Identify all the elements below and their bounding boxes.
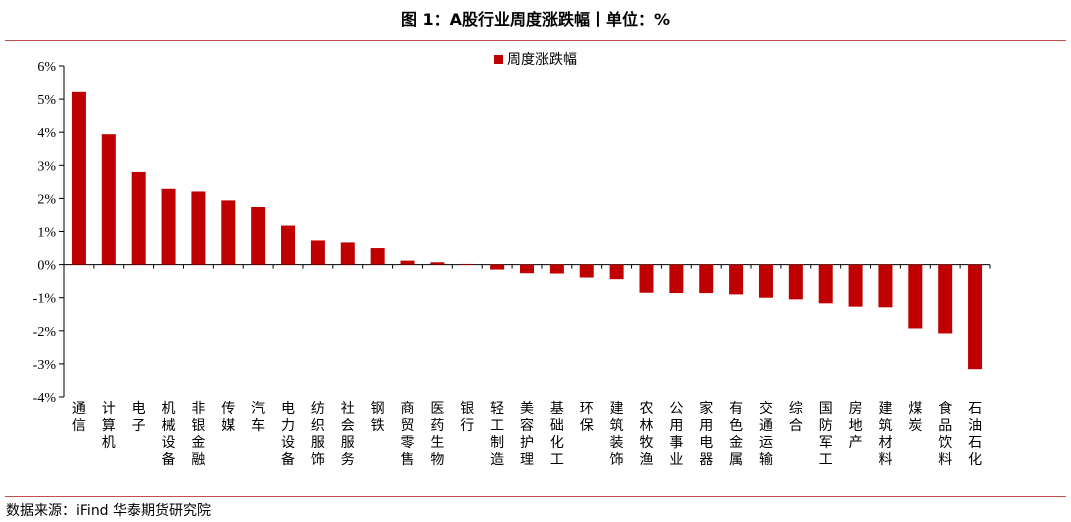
category-label: 建筑装饰: [610, 401, 624, 468]
source-note: 数据来源：iFind 华泰期货研究院: [6, 503, 212, 519]
bar: [520, 264, 534, 274]
y-tick-label: -3%: [33, 358, 57, 373]
category-label: 建筑材料: [878, 401, 892, 468]
bar: [251, 207, 266, 265]
y-tick-label: -2%: [33, 325, 57, 340]
y-tick-label: 2%: [37, 192, 56, 207]
category-label: 家用电器: [699, 400, 713, 468]
category-label: 汽车: [251, 401, 265, 434]
bar-chart: 6% 5% 4% 3% 2% 1% 0% -1% -2% -3% -4% 通信 计算机 电子 机械设备 非银金…: [33, 52, 991, 468]
category-label: 美容护理: [520, 401, 534, 468]
legend-label: 周度涨跌幅: [507, 52, 577, 68]
y-tick-label: 5%: [37, 93, 56, 108]
bar: [938, 264, 953, 334]
bar: [340, 242, 355, 265]
category-label: 电力设备: [281, 401, 295, 468]
category-label: 计算机: [102, 401, 116, 451]
bar: [788, 264, 803, 300]
category-label: 传媒: [221, 401, 235, 434]
legend-swatch: [494, 55, 503, 64]
category-label: 社会服务: [341, 401, 355, 468]
bar: [370, 248, 385, 265]
category-label: 食品饮料: [938, 400, 952, 468]
category-label: 银行: [460, 401, 474, 434]
category-label: 交通运输: [759, 400, 773, 468]
bar: [669, 264, 684, 294]
figure-title: 图 1：A股行业周度涨跌幅丨单位：%: [400, 10, 671, 29]
bar: [400, 260, 415, 265]
bar: [609, 264, 624, 280]
y-tick-label: 3%: [37, 159, 56, 174]
category-label: 国防军工: [819, 401, 833, 468]
category-label: 基础化工: [550, 400, 564, 468]
top-rule: [5, 40, 1066, 41]
bar: [848, 264, 863, 307]
bar: [729, 264, 744, 295]
category-label: 石油石化: [968, 401, 982, 468]
bar: [101, 134, 116, 265]
category-label: 商贸零售: [401, 401, 415, 468]
bar: [71, 91, 86, 265]
category-label: 公用事业: [669, 401, 683, 468]
category-label: 电子: [132, 401, 146, 434]
category-label: 有色金属: [729, 401, 743, 468]
bar: [549, 264, 564, 274]
bar: [908, 264, 923, 329]
category-label: 农林牧渔: [639, 401, 653, 468]
bar: [430, 262, 445, 265]
bar: [490, 264, 505, 270]
bar: [758, 264, 773, 298]
bar: [878, 264, 893, 308]
y-tick-label: -4%: [33, 391, 57, 406]
y-tick-label: -1%: [33, 292, 57, 307]
y-tick-label: 1%: [37, 226, 56, 241]
category-label: 通信: [72, 401, 86, 434]
y-tick-label: 0%: [37, 259, 56, 274]
bar: [699, 264, 714, 294]
category-label: 医药生物: [430, 401, 444, 468]
category-label: 煤炭: [908, 401, 922, 434]
category-label: 房地产: [849, 401, 863, 451]
y-tick-label: 6%: [37, 60, 56, 75]
category-label: 非银金融: [191, 401, 205, 468]
bar: [131, 171, 146, 265]
bar: [460, 263, 475, 265]
y-tick-label: 4%: [37, 126, 56, 141]
bar: [161, 188, 176, 265]
bar: [968, 264, 983, 370]
category-label: 机械设备: [162, 401, 176, 468]
category-label: 综合: [789, 401, 803, 434]
category-label: 纺织服饰: [311, 401, 325, 468]
category-label: 环保: [580, 401, 594, 434]
bar: [818, 264, 833, 304]
bottom-rule: [5, 496, 1066, 497]
bar: [310, 240, 325, 265]
category-label: 轻工制造: [490, 401, 504, 468]
category-label: 钢铁: [371, 401, 385, 434]
bar: [281, 225, 296, 265]
bar: [639, 264, 654, 293]
bar: [221, 200, 236, 265]
bar: [191, 191, 206, 265]
bar: [579, 264, 594, 278]
